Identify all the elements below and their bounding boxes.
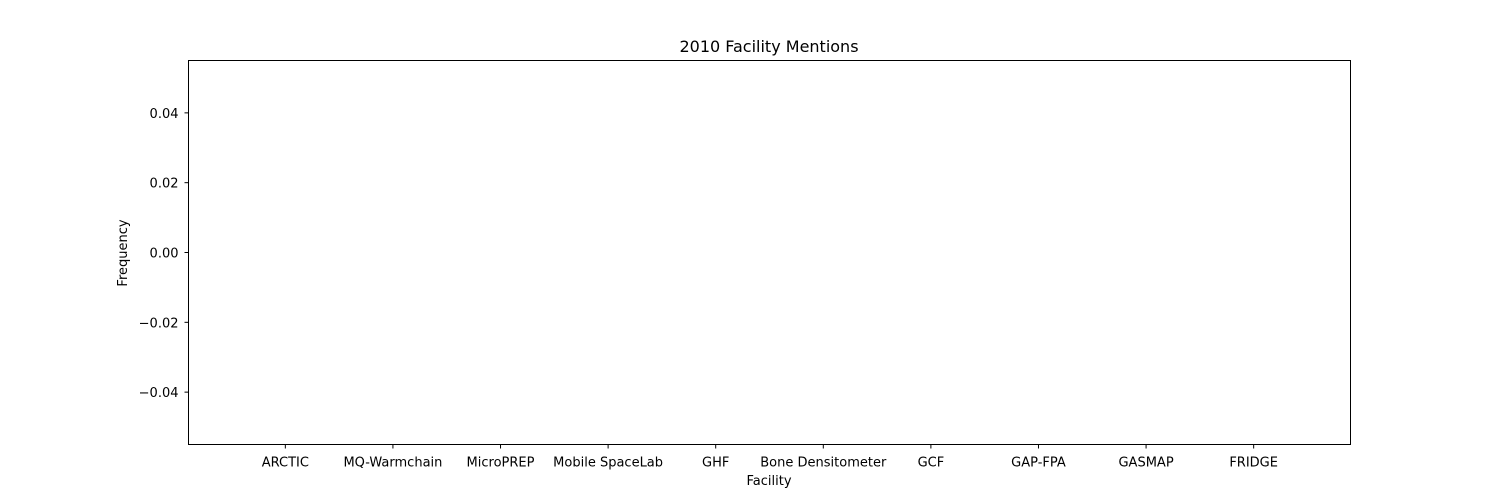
y-tick-label: −0.04 (139, 386, 179, 401)
x-tick-label: Bone Densitometer (760, 456, 887, 471)
x-tick-label: GHF (702, 456, 729, 471)
x-tick-label: Mobile SpaceLab (553, 456, 663, 471)
plot-frame (189, 61, 1351, 445)
y-axis-label: Frequency (116, 219, 131, 286)
y-tick-label: −0.02 (139, 316, 179, 331)
y-axis: 0.04 0.02 0.00 −0.02 −0.04 (139, 107, 189, 401)
y-tick-label: 0.02 (150, 177, 179, 192)
x-tick-label: GAP-FPA (1011, 456, 1066, 471)
x-tick-label: ARCTIC (262, 456, 309, 471)
x-tick-label: FRIDGE (1229, 456, 1278, 471)
x-tick-label: GASMAP (1118, 456, 1173, 471)
y-tick-label: 0.00 (150, 247, 179, 262)
y-tick-label: 0.04 (150, 107, 179, 122)
x-tick-label: MQ-Warmchain (343, 456, 442, 471)
x-tick-label: MicroPREP (467, 456, 535, 471)
x-axis-label: Facility (746, 474, 791, 489)
chart-title: 2010 Facility Mentions (679, 37, 858, 56)
x-axis: ARCTIC MQ-Warmchain MicroPREP Mobile SpaceL… (262, 445, 1278, 471)
x-tick-label: GCF (918, 456, 945, 471)
